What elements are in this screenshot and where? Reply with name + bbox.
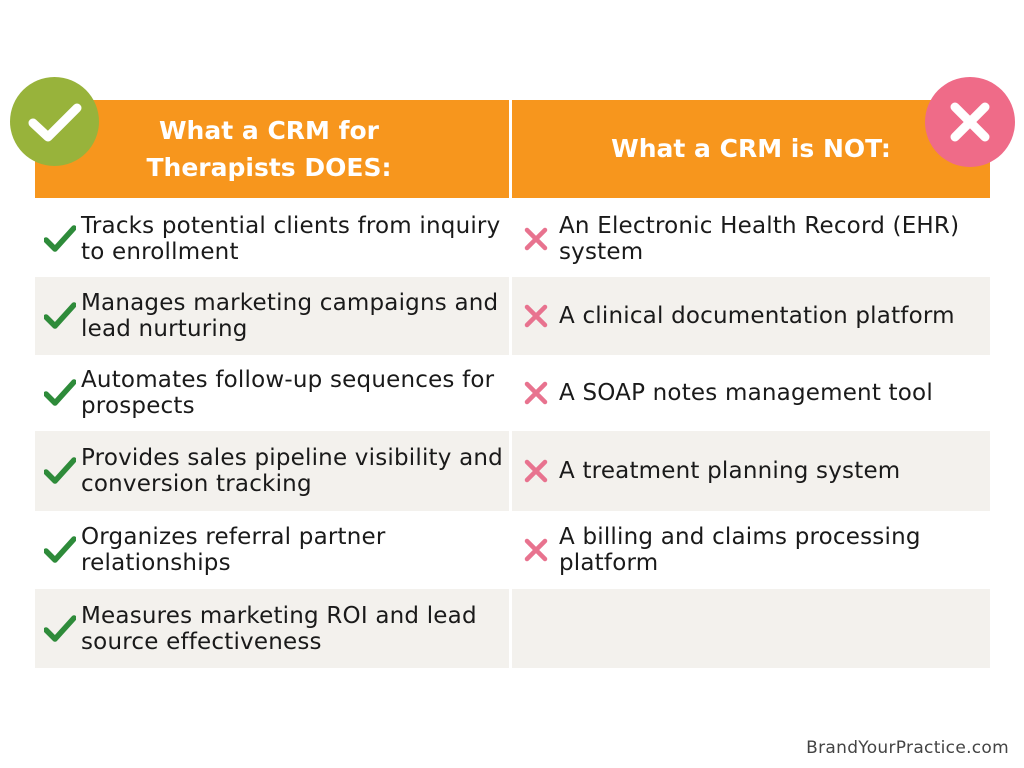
x-icon bbox=[517, 227, 555, 251]
not-text: An Electronic Health Record (EHR) system bbox=[559, 213, 960, 265]
header-does-label: What a CRM for Therapists DOES: bbox=[146, 115, 392, 183]
check-icon bbox=[41, 302, 79, 330]
not-cell: A billing and claims processing platform bbox=[512, 511, 990, 589]
does-cell: Organizes referral partner relationships bbox=[35, 511, 509, 589]
x-icon bbox=[517, 538, 555, 562]
table-row: Tracks potential clients from inquiry to… bbox=[35, 201, 990, 277]
does-cell: Manages marketing campaigns and lead nur… bbox=[35, 277, 509, 355]
check-icon bbox=[41, 457, 79, 485]
not-cell: A SOAP notes management tool bbox=[512, 355, 990, 431]
table-row: Provides sales pipeline visibility and c… bbox=[35, 431, 990, 511]
checkmark-badge-icon bbox=[10, 77, 99, 166]
does-text: Organizes referral partner relationships bbox=[81, 524, 386, 576]
does-text: Tracks potential clients from inquiry to… bbox=[81, 213, 501, 265]
does-text: Automates follow-up sequences for prospe… bbox=[81, 367, 495, 419]
x-icon bbox=[517, 381, 555, 405]
does-text: Provides sales pipeline visibility and c… bbox=[81, 445, 503, 497]
not-cell: An Electronic Health Record (EHR) system bbox=[512, 201, 990, 277]
x-icon bbox=[517, 459, 555, 483]
not-cell-empty bbox=[512, 589, 990, 668]
not-cell: A treatment planning system bbox=[512, 431, 990, 511]
does-cell: Tracks potential clients from inquiry to… bbox=[35, 201, 509, 277]
not-text: A SOAP notes management tool bbox=[559, 380, 933, 406]
header-does: What a CRM for Therapists DOES: bbox=[35, 100, 509, 198]
table-row: Manages marketing campaigns and lead nur… bbox=[35, 277, 990, 355]
table-row: Measures marketing ROI and lead source e… bbox=[35, 589, 990, 668]
does-text: Manages marketing campaigns and lead nur… bbox=[81, 290, 499, 342]
table-row: Automates follow-up sequences for prospe… bbox=[35, 355, 990, 431]
header-not-label: What a CRM is NOT: bbox=[611, 134, 891, 164]
x-badge-icon bbox=[925, 77, 1015, 167]
header-not: What a CRM is NOT: bbox=[512, 100, 990, 198]
check-icon bbox=[41, 379, 79, 407]
does-cell: Measures marketing ROI and lead source e… bbox=[35, 589, 509, 668]
comparison-table: What a CRM for Therapists DOES: What a C… bbox=[35, 100, 990, 668]
check-icon bbox=[41, 536, 79, 564]
check-icon bbox=[41, 614, 79, 643]
not-cell: A clinical documentation platform bbox=[512, 277, 990, 355]
does-cell: Automates follow-up sequences for prospe… bbox=[35, 355, 509, 431]
footer-brand: BrandYourPractice.com bbox=[806, 738, 1009, 758]
does-cell: Provides sales pipeline visibility and c… bbox=[35, 431, 509, 511]
table-row: Organizes referral partner relationships… bbox=[35, 511, 990, 589]
not-text: A treatment planning system bbox=[559, 458, 901, 484]
not-text: A clinical documentation platform bbox=[559, 303, 955, 329]
not-text: A billing and claims processing platform bbox=[559, 524, 921, 576]
does-text: Measures marketing ROI and lead source e… bbox=[81, 602, 477, 655]
x-icon bbox=[517, 304, 555, 328]
check-icon bbox=[41, 225, 79, 253]
